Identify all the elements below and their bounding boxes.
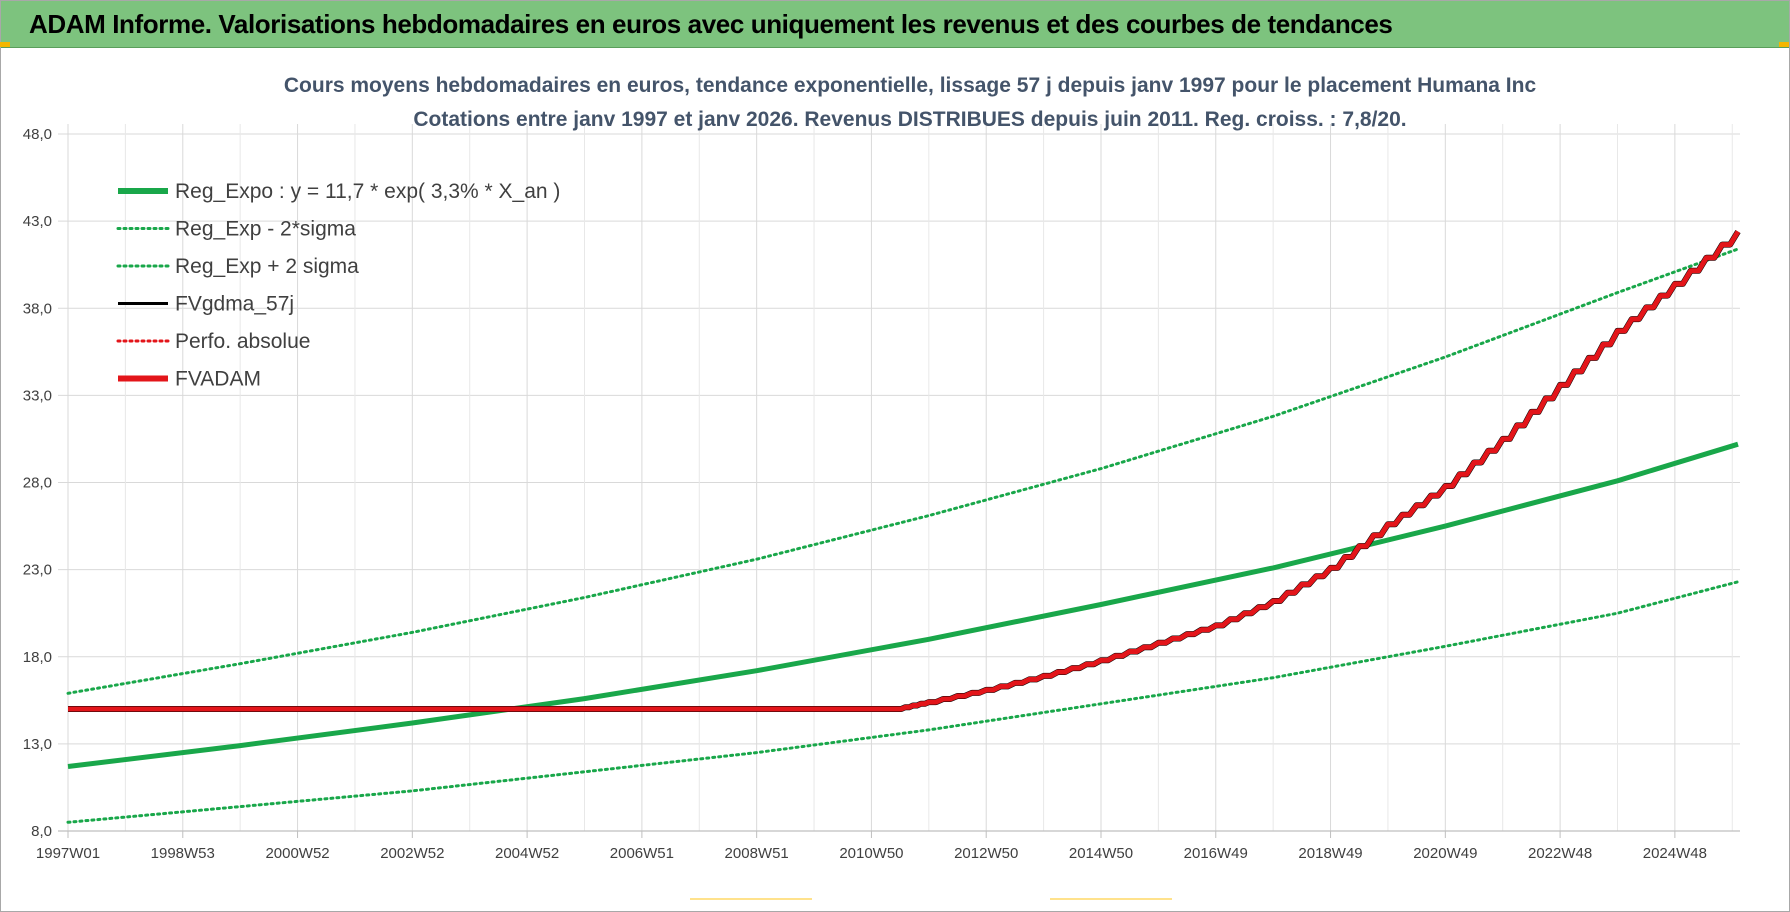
- x-tick-label: 2020W49: [1413, 845, 1477, 862]
- x-tick-label: 2018W49: [1298, 845, 1362, 862]
- series-line-5: [68, 230, 1741, 712]
- x-tick-label: 2014W50: [1069, 845, 1133, 862]
- x-tick-label: 2022W48: [1528, 845, 1592, 862]
- x-tick-label: 2004W52: [495, 845, 559, 862]
- y-tick-label: 23,0: [23, 562, 52, 579]
- x-tick-label: 2024W48: [1643, 845, 1707, 862]
- legend-label: FVgdma_57j: [175, 293, 294, 316]
- x-tick-label: 2016W49: [1184, 845, 1248, 862]
- x-tick-label: 2012W50: [954, 845, 1018, 862]
- corner-marker: [1779, 42, 1789, 47]
- series-line-1: [66, 580, 1740, 824]
- x-tick-label: 2000W52: [265, 845, 329, 862]
- legend: Reg_Expo : y = 11,7 * exp( 3,3% * X_an )…: [116, 180, 560, 391]
- y-tick-label: 13,0: [23, 736, 52, 753]
- grid: [58, 124, 1740, 832]
- series-group: [66, 230, 1741, 824]
- page-title: ADAM Informe. Valorisations hebdomadaire…: [29, 9, 1393, 39]
- x-tick-label: 2008W51: [725, 845, 789, 862]
- y-tick-label: 43,0: [23, 213, 52, 230]
- legend-label: FVADAM: [175, 368, 261, 391]
- legend-label: Reg_Expo : y = 11,7 * exp( 3,3% * X_an ): [175, 180, 560, 203]
- x-tick-label: 1997W01: [36, 845, 100, 862]
- chart-subtitle: Cotations entre janv 1997 et janv 2026. …: [413, 108, 1406, 131]
- series-line-0: [67, 441, 1739, 769]
- legend-label: Reg_Exp - 2*sigma: [175, 218, 356, 241]
- y-tick-label: 33,0: [23, 387, 52, 404]
- x-tick-label: 2010W50: [839, 845, 903, 862]
- legend-label: Reg_Exp + 2 sigma: [175, 255, 359, 278]
- chart-title: Cours moyens hebdomadaires en euros, ten…: [284, 74, 1537, 97]
- x-tick-label: 1998W53: [151, 845, 215, 862]
- corner-marker: [0, 42, 10, 47]
- x-axis-ticks: 1997W01 1998W53 2000W52 2002W52 2004W52 2006W…: [36, 831, 1707, 862]
- y-tick-label: 28,0: [23, 475, 52, 492]
- series-line-2: [66, 247, 1740, 695]
- x-tick-label: 2006W51: [610, 845, 674, 862]
- y-tick-label: 8,0: [31, 823, 52, 840]
- header-banner: ADAM Informe. Valorisations hebdomadaire…: [1, 1, 1789, 48]
- y-tick-label: 38,0: [23, 300, 52, 317]
- y-axis-ticks: 8,0 13,0 18,0 23,0 28,0 33,0 38,0 43,0 48,0: [23, 126, 52, 840]
- y-tick-label: 48,0: [23, 126, 52, 143]
- x-tick-label: 2002W52: [380, 845, 444, 862]
- y-tick-label: 18,0: [23, 649, 52, 666]
- legend-label: Perfo. absolue: [175, 330, 310, 353]
- series-line-3: [68, 230, 1741, 712]
